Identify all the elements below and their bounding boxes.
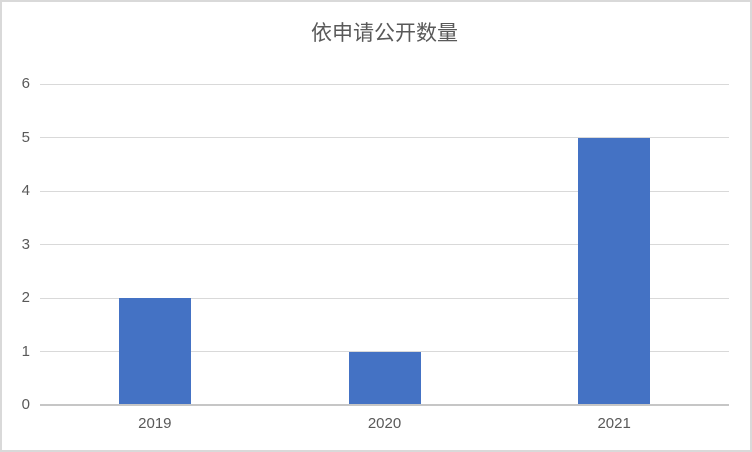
x-axis-line xyxy=(40,404,729,406)
y-axis-tick-label: 0 xyxy=(21,396,30,413)
y-axis-tick-label: 4 xyxy=(21,182,30,199)
x-axis-tick-label: 2021 xyxy=(597,415,631,432)
gridline xyxy=(40,190,729,192)
y-axis-tick-label: 2 xyxy=(21,289,30,306)
gridline xyxy=(40,244,729,245)
x-axis-tick-label: 2020 xyxy=(367,415,402,432)
gridline xyxy=(40,83,729,85)
bar-2020 xyxy=(348,351,421,405)
y-axis-tick-label: 6 xyxy=(21,75,30,92)
bar-2019 xyxy=(118,298,191,405)
plot-area xyxy=(40,83,729,406)
gridline xyxy=(40,297,729,299)
gridline xyxy=(40,137,729,138)
x-axis-tick-label: 2019 xyxy=(138,415,172,432)
chart-title: 依申请公开数量 xyxy=(311,22,458,45)
y-axis-tick-label: 5 xyxy=(21,128,30,146)
bar-2021 xyxy=(578,137,651,405)
y-axis-tick-label: 1 xyxy=(21,342,30,360)
y-axis-tick-label: 3 xyxy=(21,235,30,253)
